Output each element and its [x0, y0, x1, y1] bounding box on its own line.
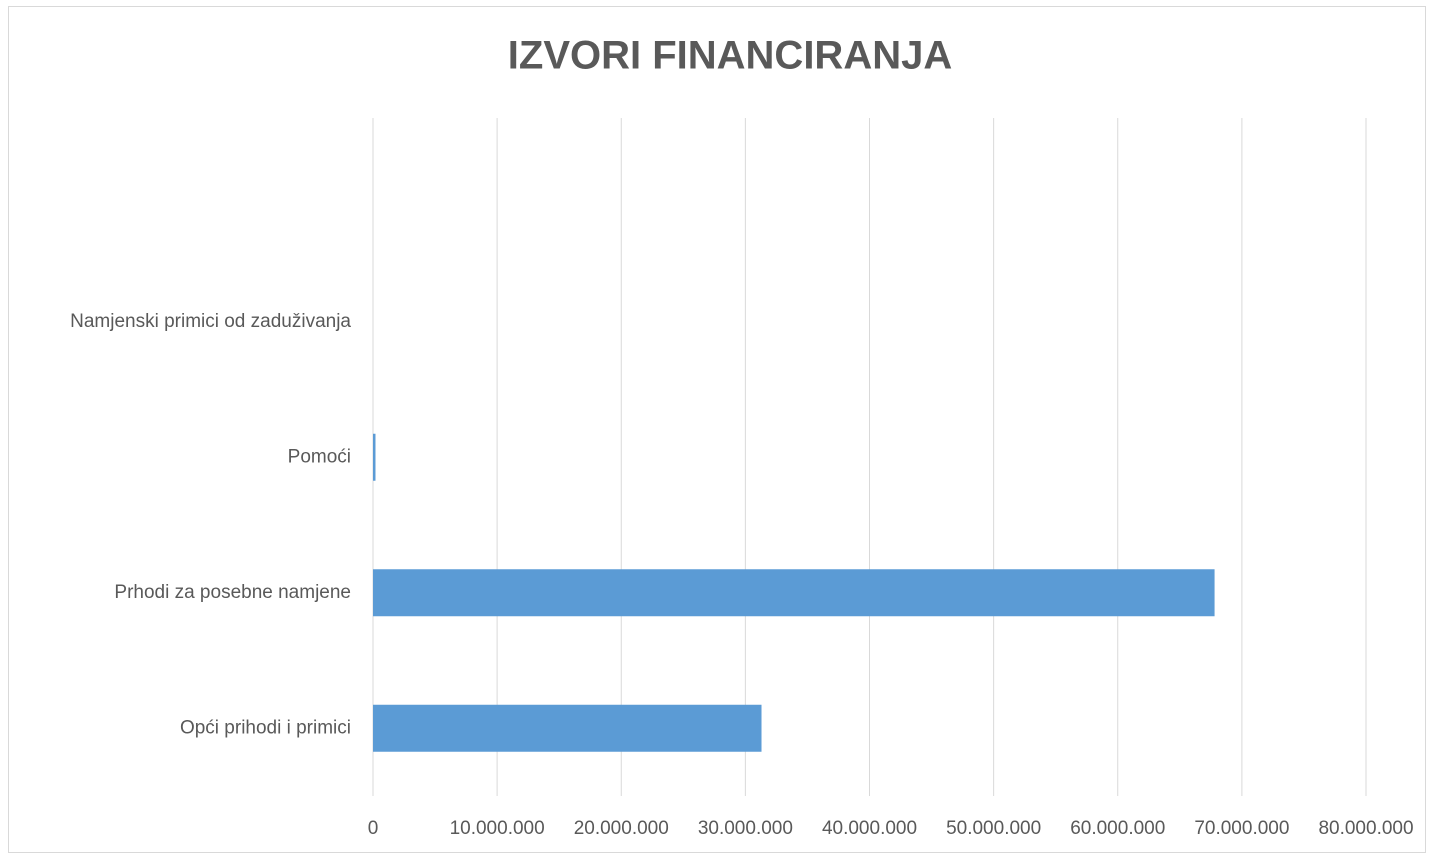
y-tick-label: Pomoći	[288, 446, 351, 467]
y-tick-label: Opći prihodi i primici	[180, 717, 351, 738]
bar	[373, 569, 1215, 617]
x-tick-label: 60.000.000	[1070, 818, 1165, 839]
y-tick-label: Namjenski primici od zaduživanja	[70, 311, 351, 332]
bar	[373, 704, 762, 752]
x-tick-label: 40.000.000	[822, 818, 917, 839]
x-tick-label: 80.000.000	[1318, 818, 1413, 839]
x-tick-label: 0	[368, 818, 379, 839]
x-tick-label: 20.000.000	[574, 818, 669, 839]
x-tick-label: 70.000.000	[1194, 818, 1289, 839]
bar	[373, 433, 376, 481]
chart-title: IZVORI FINANCIRANJA	[508, 34, 952, 78]
x-tick-label: 50.000.000	[946, 818, 1041, 839]
x-tick-label: 10.000.000	[450, 818, 545, 839]
x-tick-label: 30.000.000	[698, 818, 793, 839]
chart-border	[8, 6, 1426, 853]
y-tick-label: Prhodi za posebne namjene	[114, 582, 351, 603]
